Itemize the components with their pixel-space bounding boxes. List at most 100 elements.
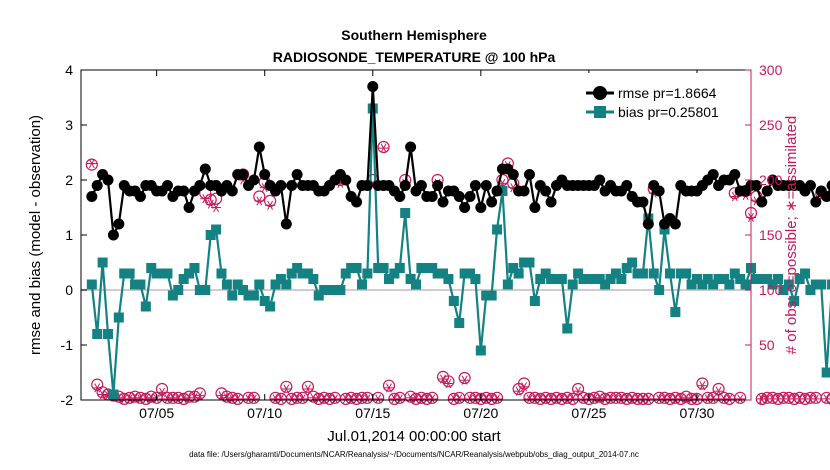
- bias-point: [805, 285, 816, 295]
- obs-assimilated-point: [405, 393, 416, 403]
- bias-point: [356, 279, 367, 290]
- asterisk-stroke: [796, 394, 803, 404]
- x-axis-label: Jul.01,2014 00:00:00 start: [327, 428, 501, 445]
- bias-point: [767, 279, 778, 290]
- bias-point: [259, 296, 270, 306]
- rmse-point: [161, 180, 173, 191]
- bias-point: [140, 301, 151, 312]
- obs-assimilated-point: [92, 383, 103, 393]
- obs-assimilated-point: [394, 394, 405, 404]
- bias-point: [211, 224, 222, 235]
- bias-point: [302, 268, 313, 279]
- asterisk-stroke: [494, 394, 500, 404]
- bias-point: [756, 274, 767, 284]
- bias-point: [151, 268, 162, 279]
- obs-assimilated-point: [427, 394, 438, 404]
- asterisk-stroke: [526, 394, 533, 404]
- bias-point: [448, 296, 459, 306]
- asterisk-stroke: [612, 394, 619, 404]
- asterisk-stroke: [321, 394, 328, 404]
- asterisk-stroke: [396, 394, 403, 404]
- x-tick-label: 07/25: [571, 405, 606, 421]
- bias-point: [367, 103, 378, 114]
- rmse-point: [821, 191, 830, 202]
- rmse-point: [529, 202, 541, 213]
- obs-assimilated-point: [275, 394, 286, 404]
- asterisk-stroke: [640, 394, 646, 404]
- asterisk-stroke: [607, 394, 614, 404]
- asterisk-stroke: [288, 394, 295, 404]
- obs-assimilated-point: [162, 394, 173, 404]
- bias-point: [400, 208, 411, 218]
- bias-point: [103, 329, 114, 339]
- obs-assimilated-point: [146, 393, 157, 403]
- asterisk-stroke: [223, 393, 230, 403]
- obs-assimilated-point: [221, 393, 232, 403]
- obs-possible-point: [382, 379, 396, 392]
- bias-point: [216, 268, 227, 279]
- bias-point: [535, 274, 546, 284]
- asterisk-stroke: [764, 394, 771, 404]
- asterisk-stroke: [423, 394, 430, 404]
- plot-area: [81, 70, 751, 400]
- obs-possible-point: [517, 377, 531, 390]
- asterisk-stroke: [310, 393, 317, 403]
- bias-point: [648, 268, 659, 279]
- rmse-point: [761, 185, 773, 197]
- rmse-point: [291, 169, 303, 180]
- obs-assimilated-point: [492, 394, 503, 404]
- asterisk-stroke: [823, 394, 830, 404]
- obs-possible-point: [96, 386, 109, 399]
- rmse-point: [453, 191, 465, 202]
- rmse-point: [459, 202, 471, 213]
- asterisk-stroke: [483, 394, 490, 404]
- bias-point: [605, 274, 616, 284]
- obs-assimilated-point: [308, 393, 319, 403]
- asterisk-stroke: [407, 393, 414, 403]
- asterisk-stroke: [704, 394, 711, 404]
- obs-assimilated-point: [189, 393, 200, 403]
- asterisk-stroke: [234, 394, 241, 404]
- bias-point: [329, 285, 340, 295]
- asterisk-stroke: [342, 394, 349, 404]
- obs-possible-point: [209, 192, 223, 205]
- obs-assimilated-point: [302, 384, 313, 394]
- asterisk-stroke: [688, 394, 695, 404]
- bias-point: [265, 301, 276, 312]
- x-tick-label: 07/20: [463, 405, 498, 421]
- asterisk-stroke: [634, 394, 641, 404]
- bias-point: [773, 274, 784, 284]
- bias-point: [481, 290, 492, 301]
- x-axis-ticks: 07/05 07/10 07/15 07/20 07/25 07/30: [139, 70, 715, 421]
- asterisk-stroke: [256, 196, 263, 206]
- bias-point: [697, 279, 708, 290]
- rmse-point: [91, 180, 103, 191]
- bias-point: [465, 268, 476, 279]
- bias-point: [86, 279, 97, 290]
- obs-assimilated-point: [248, 394, 259, 404]
- bias-point: [178, 274, 189, 284]
- bias-point: [713, 274, 724, 284]
- bias-point: [681, 268, 692, 279]
- asterisk-stroke: [656, 394, 663, 404]
- asterisk-stroke: [283, 384, 290, 394]
- rmse-point: [594, 174, 606, 186]
- y2-tick-label: 150: [759, 227, 783, 243]
- y2-tick-label: 200: [759, 172, 783, 188]
- bias-point: [394, 263, 405, 273]
- obs-assimilated-point: [232, 394, 243, 404]
- bias-point: [578, 274, 589, 284]
- bias-point: [146, 263, 157, 273]
- asterisk-stroke: [277, 394, 284, 404]
- obs-assimilated-point: [216, 391, 227, 401]
- asterisk-stroke: [553, 394, 560, 404]
- obs-assimilated-point: [810, 394, 821, 404]
- y-tick-label: 3: [65, 117, 73, 133]
- rmse-point: [437, 196, 449, 208]
- asterisk-stroke: [299, 394, 306, 404]
- asterisk-stroke: [661, 394, 668, 404]
- rmse-point: [237, 169, 249, 180]
- rmse-point: [464, 191, 476, 202]
- obs-assimilated-point: [708, 394, 719, 404]
- bias-point: [167, 290, 178, 301]
